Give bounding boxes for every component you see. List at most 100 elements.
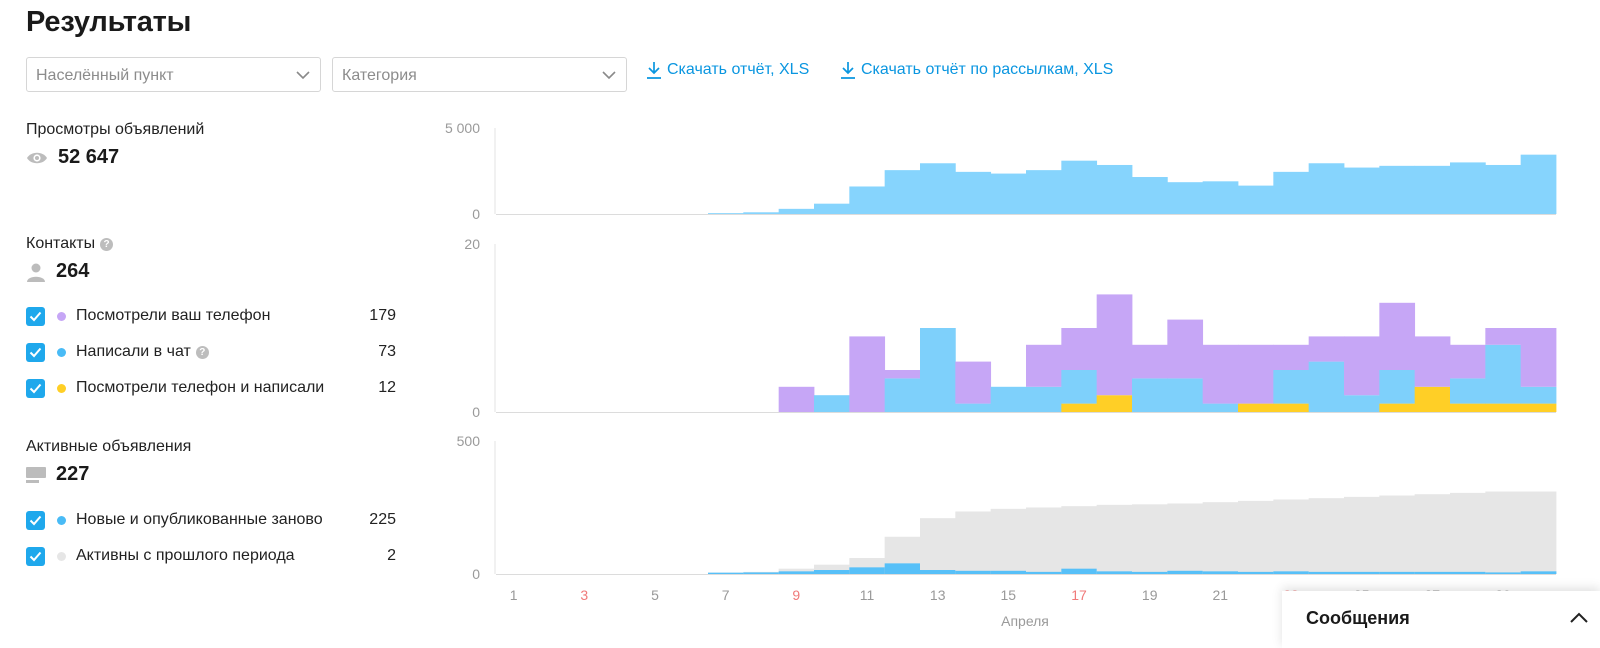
chart-bar xyxy=(778,208,815,214)
chevron-up-icon[interactable] xyxy=(1568,607,1590,629)
series-name-text: Посмотрели телефон и написали xyxy=(76,379,325,396)
chart-bar xyxy=(1238,344,1274,404)
chart-bar xyxy=(1061,506,1098,574)
person-icon xyxy=(27,263,45,282)
help-icon[interactable]: ? xyxy=(100,237,114,251)
chart-bar xyxy=(814,570,850,574)
series-value: 73 xyxy=(378,343,396,360)
views-label-text: Просмотры объявлений xyxy=(26,121,205,138)
chart-bar xyxy=(708,572,744,574)
series-name-text: Активны с прошлого периода xyxy=(76,547,295,564)
chart-bar xyxy=(1450,344,1486,379)
chart-bar xyxy=(920,163,956,214)
chart-bar xyxy=(990,173,1027,214)
chart-bar xyxy=(884,170,921,214)
download-icon xyxy=(647,62,661,79)
series-checkbox[interactable] xyxy=(26,546,45,566)
chart-bar xyxy=(990,508,1027,574)
series-name-text: Новые и опубликованные заново xyxy=(76,511,323,528)
check-icon xyxy=(29,347,42,357)
chart-bar xyxy=(1485,344,1522,404)
chart-bar xyxy=(778,568,815,574)
chart-bar xyxy=(1202,502,1239,574)
chart-bar xyxy=(743,212,780,214)
chart-x-tick-label: 5 xyxy=(651,587,659,603)
chart-bar xyxy=(1344,336,1380,396)
chart-bar xyxy=(1273,171,1310,214)
chart-bar xyxy=(1450,162,1486,214)
series-checkbox[interactable] xyxy=(26,378,45,398)
chart-y-tick-label: 0 xyxy=(472,206,480,222)
chart-bar xyxy=(1485,491,1522,574)
chart-bar xyxy=(1061,568,1098,574)
chart-bar xyxy=(920,328,956,412)
chart-bar xyxy=(1132,344,1168,379)
chart-bar xyxy=(1273,344,1310,370)
messages-panel[interactable]: Сообщения xyxy=(1282,591,1600,648)
chart-bar xyxy=(1379,302,1416,370)
series-checkbox[interactable] xyxy=(26,342,45,362)
chart-bar xyxy=(849,186,886,214)
chart-y-tick-label: 500 xyxy=(457,433,481,449)
chart-bar xyxy=(1061,370,1098,404)
download-mailing-report-link[interactable]: Скачать отчёт по рассылкам, XLS xyxy=(840,61,1113,79)
series-color-dot xyxy=(57,311,66,321)
ad-icon xyxy=(26,466,46,483)
chart-bar xyxy=(1344,496,1380,574)
check-icon xyxy=(29,311,42,321)
chart-bar xyxy=(1132,571,1168,574)
chart-bar xyxy=(1485,572,1522,574)
download-report-link[interactable]: Скачать отчёт, XLS xyxy=(646,61,809,79)
chart-bar xyxy=(1450,403,1486,412)
chart-bar xyxy=(884,370,921,379)
chart-bar xyxy=(1096,504,1133,574)
chart-bar xyxy=(1132,504,1168,574)
check-icon xyxy=(29,551,42,561)
chart-bar xyxy=(1167,503,1204,574)
help-icon[interactable]: ? xyxy=(195,345,209,359)
active-ads-label-text: Активные объявления xyxy=(26,438,192,455)
chart-bar xyxy=(743,572,780,574)
chart-bar xyxy=(814,203,850,214)
chart-bar xyxy=(1238,500,1274,574)
chart-bar xyxy=(1238,403,1274,412)
chart-bar xyxy=(1061,160,1098,214)
download-mailing-report-label: Скачать отчёт по рассылкам, XLS xyxy=(861,61,1114,78)
series-value: 179 xyxy=(369,307,396,324)
chart-bar xyxy=(1132,177,1168,214)
chart-bar xyxy=(920,570,956,574)
category-select[interactable]: Категория xyxy=(332,57,627,92)
chart-bar xyxy=(1379,571,1416,574)
chart-x-month-label: Апреля xyxy=(1001,613,1049,629)
chart-bar xyxy=(778,386,815,412)
contacts-series-row: Посмотрели телефон и написали 12 xyxy=(26,377,396,399)
active-ads-series-row: Новые и опубликованные заново 225 xyxy=(26,509,396,531)
chart-bar xyxy=(1167,182,1204,214)
chart-bar xyxy=(990,386,1027,412)
chart-bar xyxy=(1520,571,1557,574)
chart-bar xyxy=(955,361,992,404)
chart-x-tick-label: 11 xyxy=(860,587,875,603)
chart-bar xyxy=(884,563,921,574)
chart-bar xyxy=(1096,395,1133,412)
series-name: Написали в чат? xyxy=(76,343,378,361)
chart-bar xyxy=(1520,403,1557,412)
chart-bar xyxy=(1308,571,1345,574)
chart-x-tick-label: 15 xyxy=(1001,587,1017,603)
series-checkbox[interactable] xyxy=(26,510,45,530)
chart-bar xyxy=(1379,165,1416,214)
contacts-value-text: 264 xyxy=(56,260,90,282)
chart-bar xyxy=(1026,344,1062,387)
city-select-placeholder: Населённый пункт xyxy=(36,67,174,84)
chart-bar xyxy=(1414,386,1451,412)
chart-bar xyxy=(1520,328,1557,387)
chart-bar xyxy=(814,395,850,412)
chart-bar xyxy=(1450,492,1486,574)
series-checkbox[interactable] xyxy=(26,306,45,326)
city-select[interactable]: Населённый пункт xyxy=(26,57,321,92)
chart-bar xyxy=(1379,495,1416,574)
chevron-down-icon xyxy=(296,71,310,80)
chart-bar xyxy=(990,570,1027,574)
series-value: 225 xyxy=(369,511,396,528)
